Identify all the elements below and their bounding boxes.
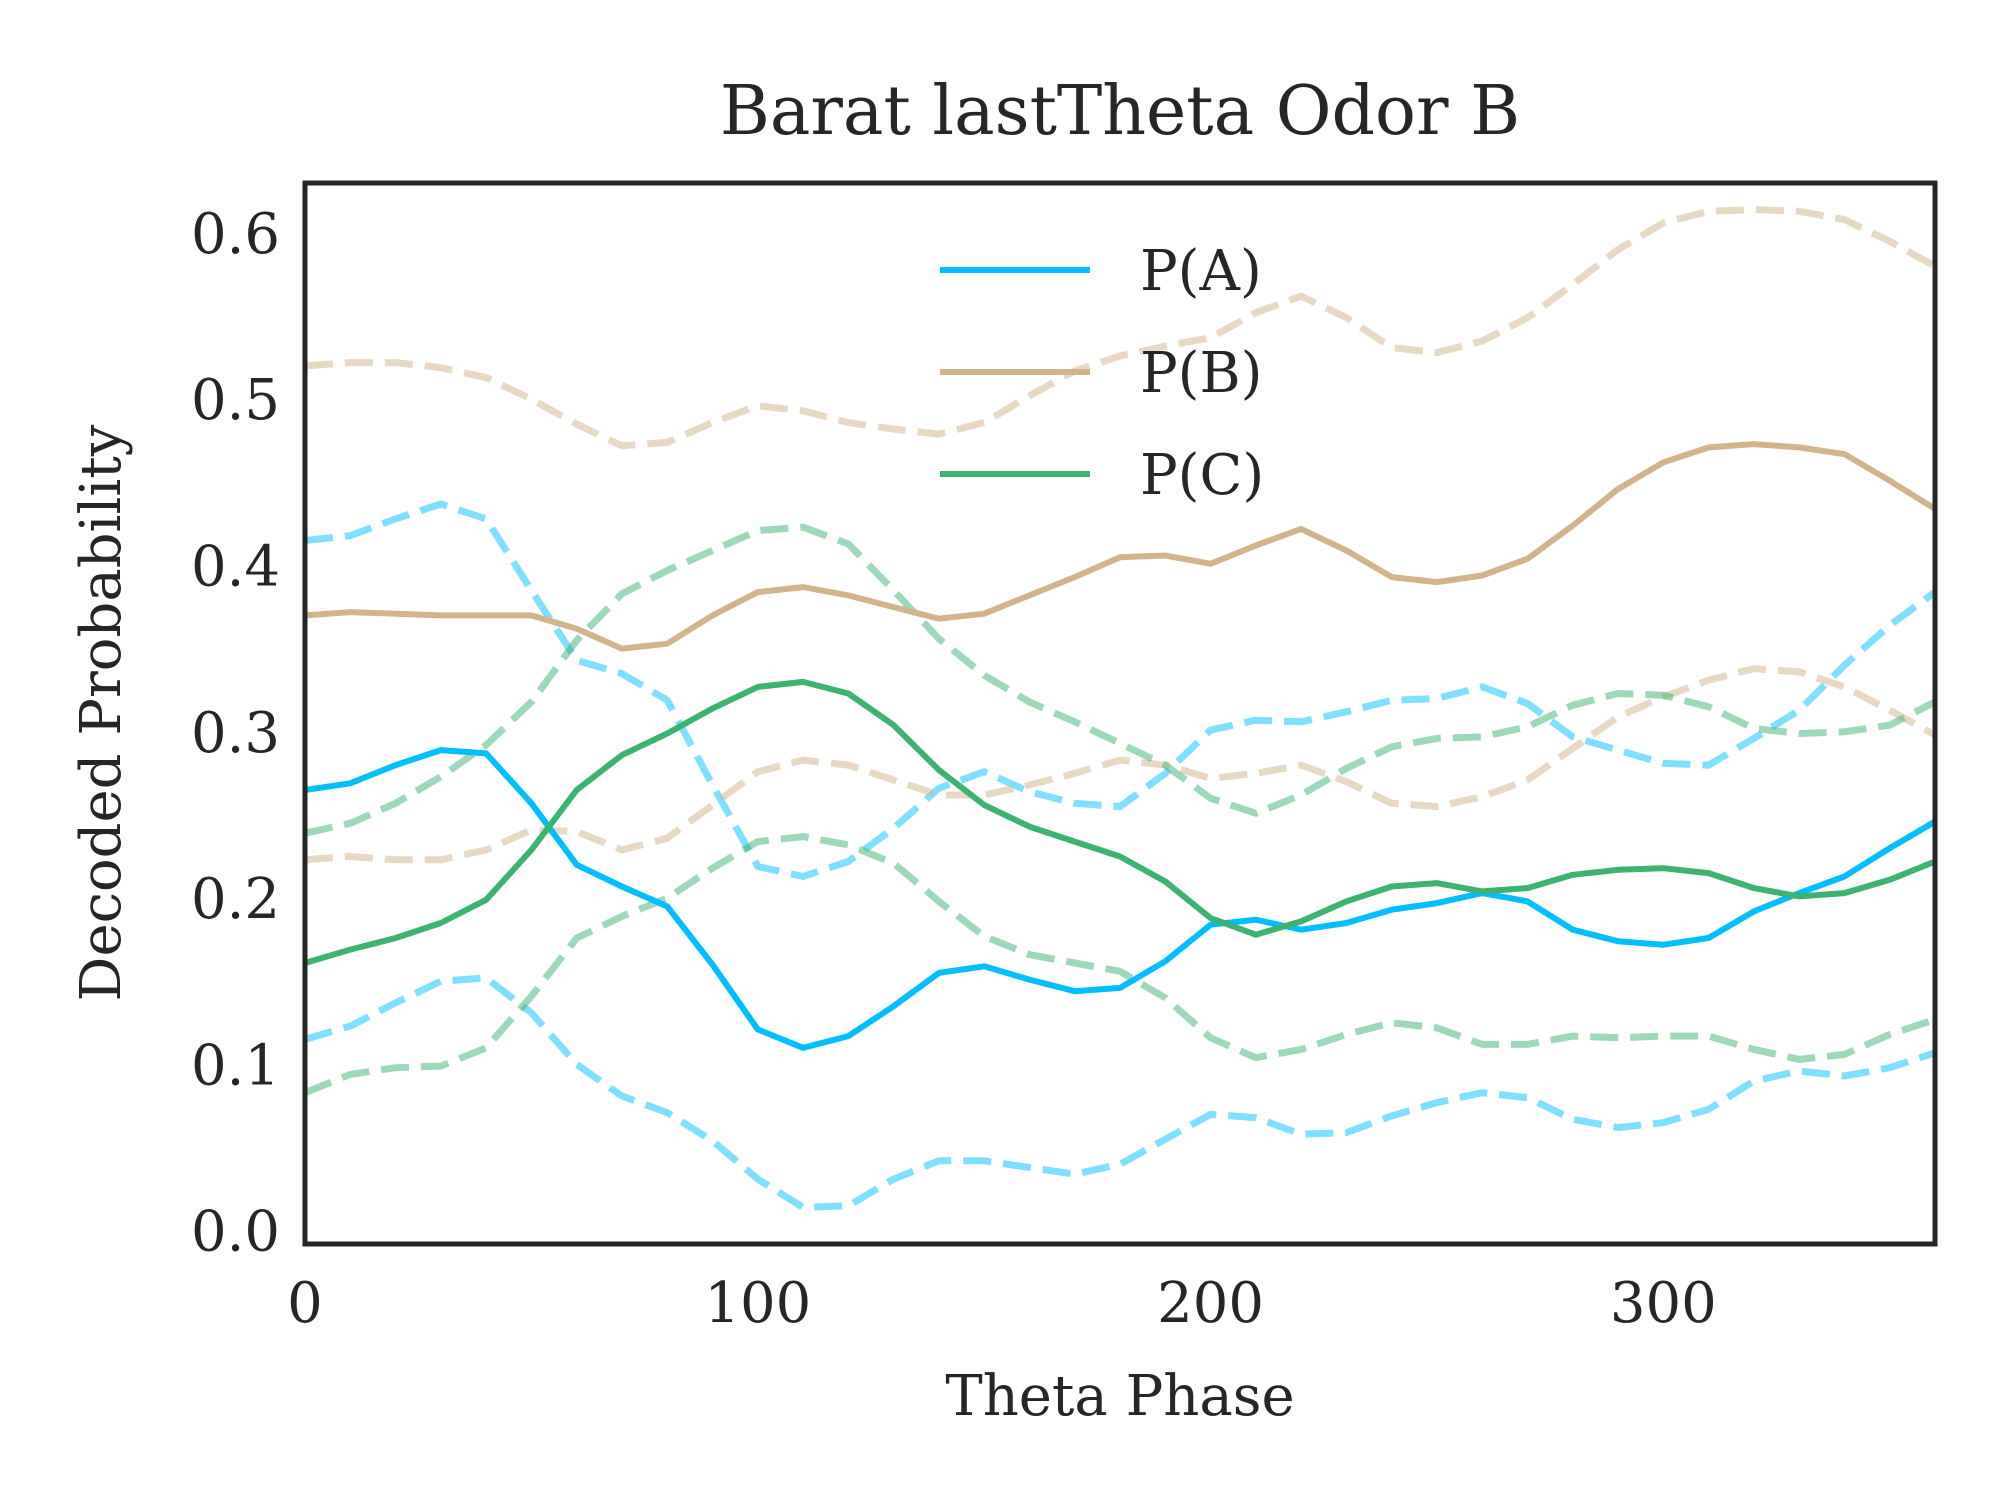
legend: P(A) P(B) P(C) [940,239,1264,508]
y-tick-label: 0.2 [191,867,280,932]
legend-label: P(C) [1140,443,1264,508]
series-line-6 [305,678,1935,966]
x-tick-label: 300 [1610,1271,1717,1336]
x-tick-label: 0 [287,1271,323,1336]
y-tick-label: 0.0 [191,1200,280,1265]
series-line-8 [305,833,1935,1096]
y-tick-label: 0.6 [191,202,280,267]
series-line-3 [305,441,1935,652]
series-layer [305,206,1935,1211]
chart-title: Barat lastTheta Odor B [720,72,1520,151]
y-tick-label: 0.3 [191,701,280,766]
series-line-1 [305,500,1935,880]
x-axis-ticks: 0 100 200 300 [287,1271,1717,1336]
legend-label: P(A) [1140,239,1262,304]
plot-frame [302,180,1938,1247]
y-tick-label: 0.4 [191,534,280,599]
series-line-2 [305,974,1935,1211]
y-axis-label: Decoded Probability [69,424,134,1001]
legend-label: P(B) [1140,341,1263,406]
x-tick-label: 200 [1157,1271,1264,1336]
x-tick-label: 100 [704,1271,811,1336]
series-line-0 [305,747,1935,1051]
y-tick-label: 0.5 [191,368,280,433]
series-line-4 [305,206,1935,450]
x-axis-label: Theta Phase [945,1364,1294,1429]
y-axis-ticks: 0.0 0.1 0.2 0.3 0.4 0.5 0.6 [191,202,280,1265]
y-tick-label: 0.1 [191,1033,280,1098]
series-line-7 [305,523,1935,837]
